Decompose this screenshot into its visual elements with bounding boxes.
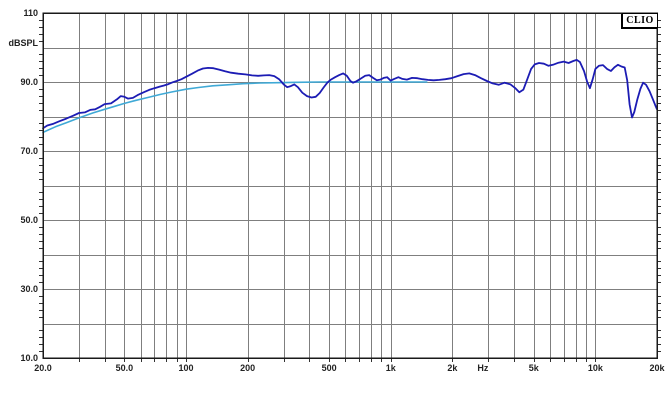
axis-minor-ticks xyxy=(39,20,661,362)
measured-response-curve xyxy=(42,59,658,130)
smoothed-lf-response-curve xyxy=(42,81,428,134)
x-tick-label: 100 xyxy=(179,363,194,373)
x-tick-label: 200 xyxy=(240,363,255,373)
x-tick-label: 50.0 xyxy=(116,363,134,373)
y-tick-label: 70.0 xyxy=(20,146,38,156)
x-tick-label: 5k xyxy=(529,363,540,373)
x-tick-label: 20.0 xyxy=(34,363,52,373)
y-tick-label: 50.0 xyxy=(20,215,38,225)
y-tick-label: 90.0 xyxy=(20,77,38,87)
x-axis-unit-label: Hz xyxy=(477,363,488,373)
gridlines xyxy=(43,13,657,358)
y-tick-label: 30.0 xyxy=(20,284,38,294)
x-tick-label: 1k xyxy=(386,363,397,373)
plot-border xyxy=(42,12,658,359)
axis-labels: 20.0 50.0 100 200 500 1k 2k 5k 10k 20k Hz 110 90.0 70… xyxy=(8,8,665,373)
x-tick-label: 10k xyxy=(588,363,604,373)
x-tick-label: 500 xyxy=(322,363,337,373)
y-tick-label: 10.0 xyxy=(20,353,38,363)
y-tick-label: 110 xyxy=(23,8,38,18)
x-tick-label: 2k xyxy=(447,363,458,373)
clio-logo: CLIO xyxy=(622,13,658,28)
x-tick-label: 20k xyxy=(649,363,665,373)
y-axis-unit-label: dBSPL xyxy=(8,38,38,48)
